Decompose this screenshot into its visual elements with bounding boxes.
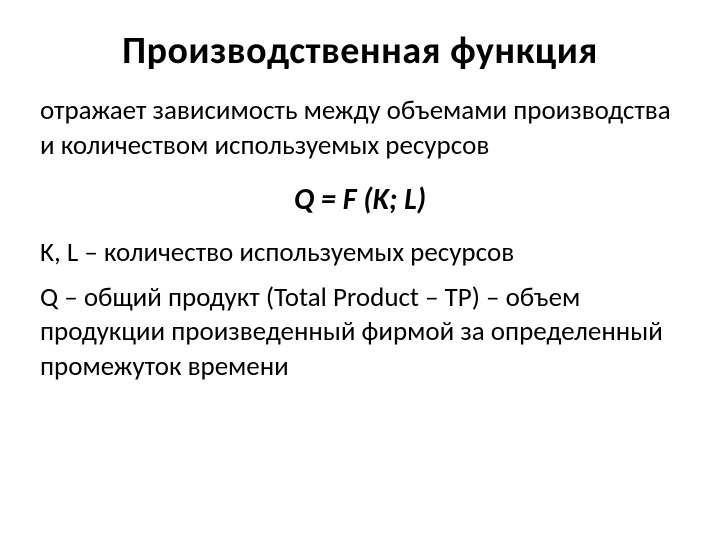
definition-kl: K, L – количество используемых ресурсов [40, 236, 680, 271]
definition-q: Q – общий продукт (Total Product – TP) –… [40, 281, 680, 385]
slide-title: Производственная функция [40, 28, 680, 74]
production-formula: Q = F (K; L) [40, 181, 680, 218]
intro-paragraph: отражает зависимость между объемами прои… [40, 94, 680, 163]
